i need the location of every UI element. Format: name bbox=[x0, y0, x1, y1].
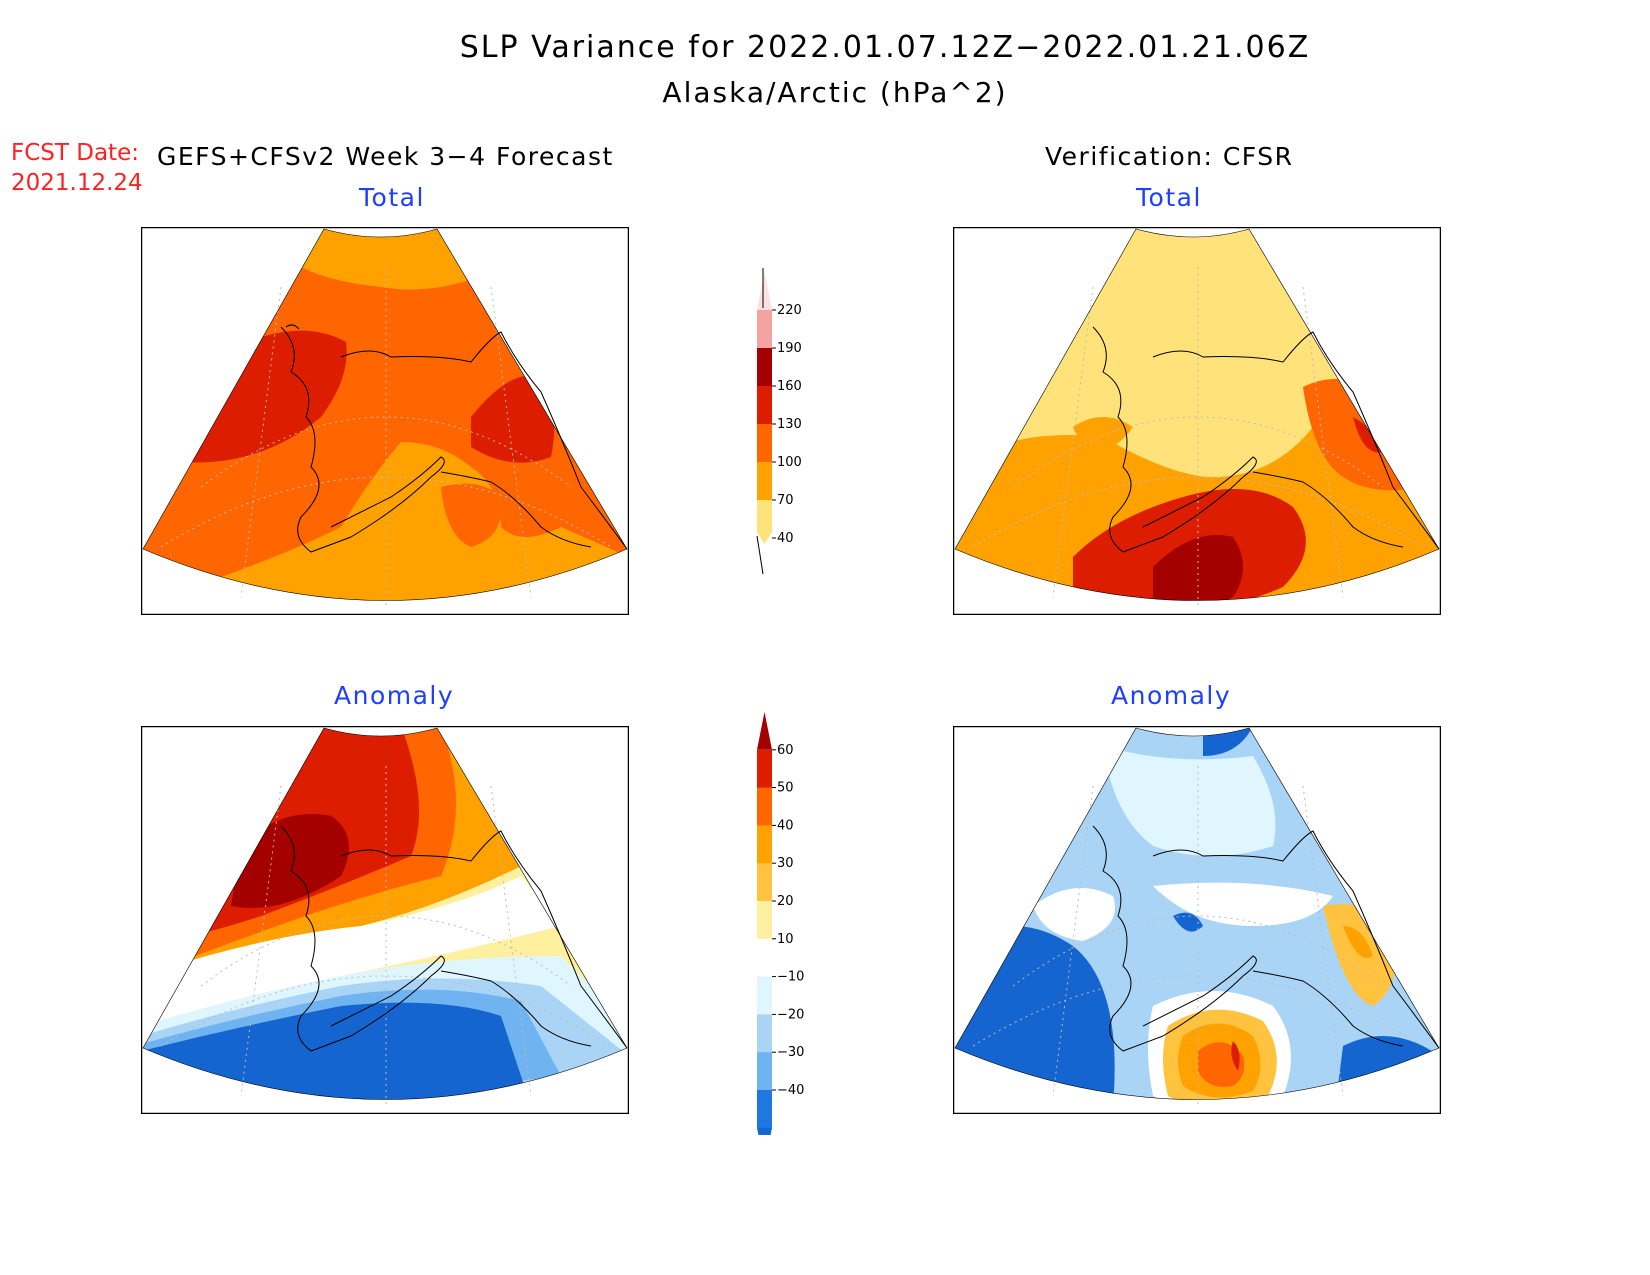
sector-outline bbox=[954, 228, 1440, 601]
colorbar-anomaly-swatch bbox=[757, 712, 772, 750]
colorbar-anomaly-label: −20 bbox=[777, 1007, 804, 1022]
contour-160-190-south bbox=[1153, 535, 1243, 601]
left-column-heading: GEFS+CFSv2 Week 3−4 Forecast bbox=[157, 142, 614, 171]
graticule bbox=[972, 766, 1424, 1106]
contour-100-south-pocket bbox=[441, 483, 502, 547]
colorbar-anomaly: 60 50 40 30 20 10 −10 −20 −30 −40 bbox=[757, 712, 804, 1135]
sector-outline bbox=[142, 228, 628, 601]
colorbar-anomaly-label: 50 bbox=[777, 781, 794, 796]
graticule bbox=[160, 267, 612, 607]
colorbar-anomaly-label: 60 bbox=[777, 743, 794, 758]
map-forecast-anomaly bbox=[141, 726, 629, 1114]
colorbar-anomaly-swatch bbox=[757, 1090, 772, 1129]
panel-subtitle-verification-anomaly: Anomaly bbox=[1111, 681, 1232, 710]
colorbar-anomaly-swatch bbox=[757, 1127, 772, 1135]
colorbar-anomaly-swatch bbox=[757, 976, 772, 1015]
contour-neutral-band bbox=[143, 876, 561, 1026]
colorbar-anomaly-label: 30 bbox=[777, 856, 794, 871]
contour-30-40-east bbox=[1343, 926, 1373, 958]
colorbar-anomaly-label: −40 bbox=[777, 1083, 804, 1098]
contour-130-east bbox=[471, 375, 555, 463]
colorbar-anomaly-swatch bbox=[757, 749, 772, 789]
colorbar-total-label: 70 bbox=[777, 493, 794, 508]
panel-subtitle-forecast-anomaly: Anomaly bbox=[334, 681, 455, 710]
coastline bbox=[280, 825, 628, 1052]
frame bbox=[953, 726, 1441, 1114]
colorbar-total-label: 160 bbox=[777, 379, 802, 394]
sector-outline bbox=[142, 727, 628, 1100]
contour-neutral-west bbox=[1033, 888, 1115, 941]
contour-minus40-southeast bbox=[1333, 1036, 1439, 1100]
graticule bbox=[160, 766, 612, 1106]
contour-50-60-south bbox=[1231, 1041, 1240, 1071]
colorbar-anomaly-swatch bbox=[757, 901, 772, 940]
frame bbox=[141, 227, 629, 615]
colorbar-total-swatch bbox=[757, 424, 772, 462]
right-column-heading: Verification: CFSR bbox=[1045, 142, 1294, 171]
colorbar-anomaly-label: −30 bbox=[777, 1045, 804, 1060]
colorbar-total-label: 40 bbox=[777, 531, 794, 546]
colorbar-total: 220 190 160 130 100 70 40 bbox=[756, 268, 802, 575]
colorbar-total-bottom-tip bbox=[756, 535, 764, 575]
frame bbox=[953, 227, 1441, 615]
colorbar-total-swatch bbox=[757, 272, 772, 310]
colorbar-total-swatch bbox=[757, 500, 772, 544]
colorbar-anomaly-swatch bbox=[757, 938, 772, 978]
panel-subtitle-verification-total: Total bbox=[1136, 183, 1202, 212]
panel-subtitle-forecast-total: Total bbox=[359, 183, 425, 212]
colorbar-anomaly-swatch bbox=[757, 825, 772, 864]
colorbar-total-label: 190 bbox=[777, 341, 802, 356]
colorbar-anomaly-swatch bbox=[757, 1014, 772, 1053]
map-verification-anomaly bbox=[953, 726, 1441, 1114]
colorbar-anomaly-label: 10 bbox=[777, 932, 794, 947]
colorbar-anomaly-swatch bbox=[757, 787, 772, 826]
map-verification-total bbox=[953, 227, 1441, 615]
coastline bbox=[1092, 326, 1440, 553]
map-forecast-total bbox=[141, 227, 629, 615]
contour-neutral-pocket bbox=[471, 902, 511, 915]
contour-70-100-south bbox=[143, 442, 627, 601]
colorbar-anomaly-swatch bbox=[757, 863, 772, 902]
forecast-date-label: FCST Date: bbox=[11, 140, 139, 166]
frame bbox=[141, 726, 629, 1114]
colorbar-anomaly-label: −10 bbox=[777, 970, 804, 985]
colorbar-total-swatch bbox=[757, 462, 772, 500]
contour-minus40-pocket bbox=[1173, 912, 1203, 932]
graticule bbox=[972, 267, 1424, 607]
colorbar-total-swatch bbox=[757, 310, 772, 348]
colorbar-anomaly-label: 40 bbox=[777, 818, 794, 833]
chart-subtitle: Alaska/Arctic (hPa^2) bbox=[662, 76, 1008, 109]
contour-minus10-20-north bbox=[1103, 746, 1276, 856]
coastline bbox=[1092, 825, 1440, 1052]
colorbar-total-label: 100 bbox=[777, 455, 802, 470]
forecast-date: FCST Date: 2021.12.24 bbox=[11, 138, 143, 198]
coastline bbox=[280, 324, 628, 553]
contour-70-100-mid bbox=[1073, 417, 1133, 450]
chart-title: SLP Variance for 2022.01.07.12Z−2022.01.… bbox=[459, 30, 1311, 65]
forecast-date-value: 2021.12.24 bbox=[11, 170, 143, 196]
colorbar-total-label: 130 bbox=[777, 417, 802, 432]
colorbar-total-label: 220 bbox=[777, 303, 802, 318]
masked-region-west bbox=[955, 229, 1043, 407]
sector-outline bbox=[954, 727, 1440, 1100]
colorbar-total-swatch bbox=[757, 348, 772, 386]
colorbar-total-swatch bbox=[757, 386, 772, 424]
colorbar-anomaly-label: 20 bbox=[777, 894, 794, 909]
colorbar-anomaly-swatch bbox=[757, 1052, 772, 1091]
